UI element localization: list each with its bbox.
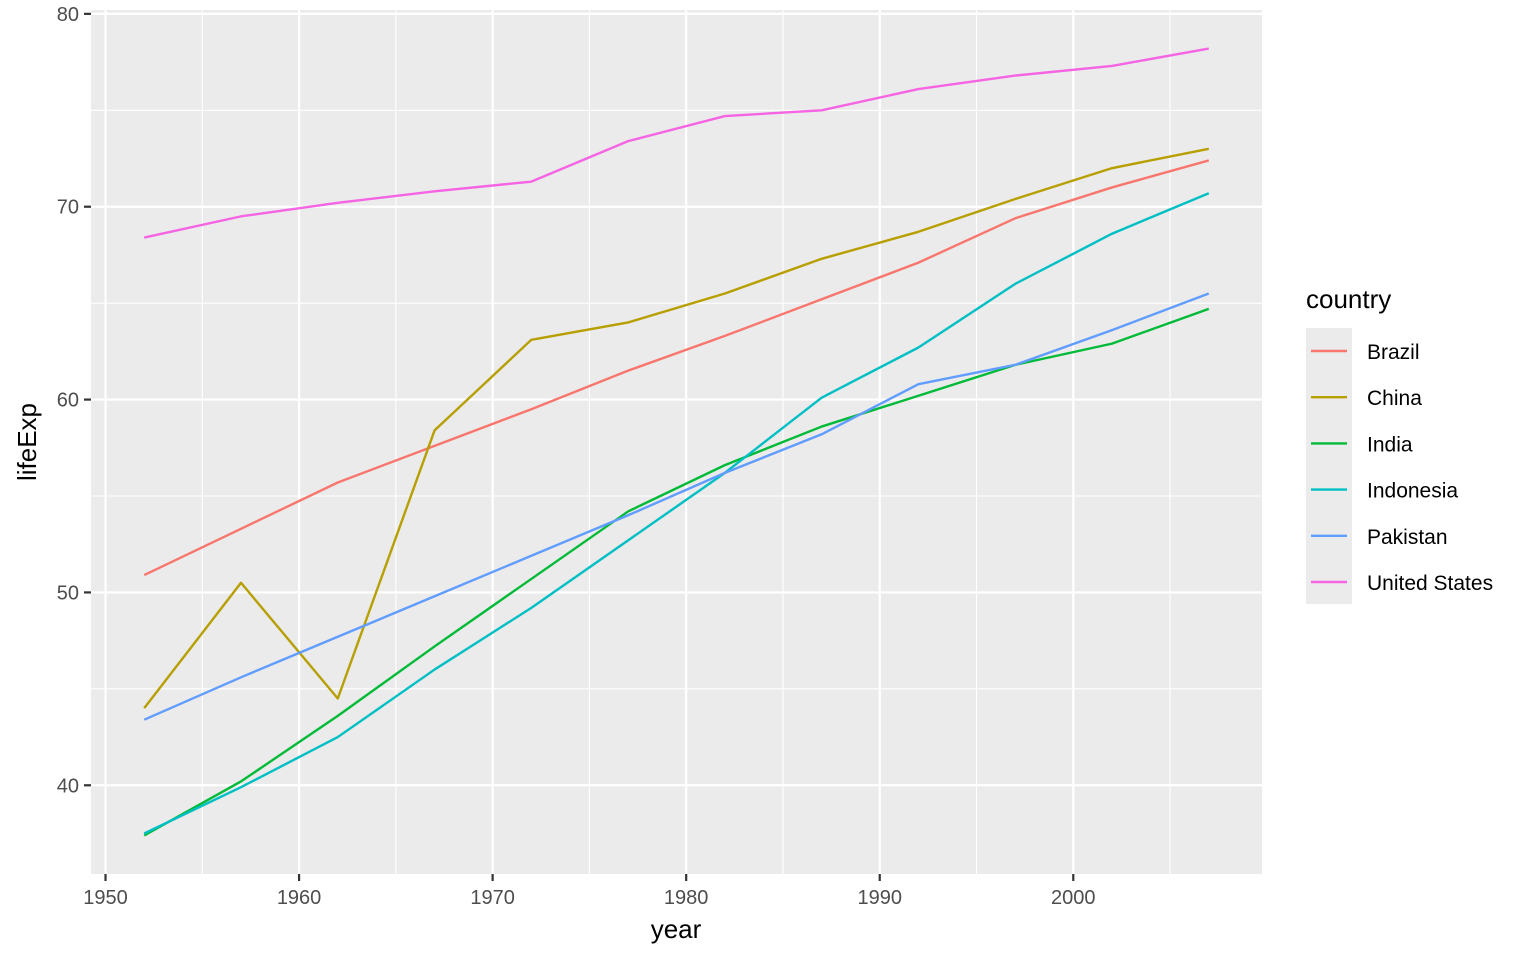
- series-line-india: [143, 307, 1210, 837]
- series-line-china: [143, 147, 1210, 709]
- x-axis: 1950 1960 1970 1980 1990 2000: [83, 874, 1096, 909]
- y-tick-label: 70: [57, 197, 79, 219]
- y-tick-label: 40: [57, 775, 79, 797]
- x-tick-label: 2000: [1051, 887, 1096, 909]
- legend-title: country: [1306, 284, 1391, 314]
- x-tick-label: 1950: [83, 887, 128, 909]
- major-gridlines: [91, 10, 1262, 874]
- y-tick-label: 50: [57, 582, 79, 604]
- y-axis: 40 50 60 70 80: [57, 4, 91, 797]
- series-line-indonesia: [143, 192, 1210, 835]
- x-axis-title: year: [651, 914, 702, 944]
- y-tick-label: 80: [57, 4, 79, 26]
- series-line-united-states: [143, 47, 1209, 239]
- series-line-brazil: [143, 159, 1210, 577]
- legend: country Brazil China India Indonesia Pakista…: [1306, 284, 1493, 604]
- series-line-pakistan: [143, 292, 1210, 721]
- series-lines: [143, 47, 1210, 837]
- x-tick-label: 1980: [664, 887, 709, 909]
- minor-gridlines: [91, 10, 1262, 874]
- legend-label-pakistan: Pakistan: [1367, 526, 1448, 549]
- legend-key-background: [1306, 328, 1352, 604]
- legend-items: Brazil China India Indonesia Pakistan United …: [1311, 341, 1493, 595]
- x-tick-label: 1960: [277, 887, 322, 909]
- y-tick-label: 60: [57, 390, 79, 412]
- y-axis-title: lifeExp: [12, 403, 42, 481]
- legend-label-indonesia: Indonesia: [1367, 480, 1458, 503]
- legend-label-brazil: Brazil: [1367, 341, 1420, 364]
- panel-background: [91, 10, 1262, 874]
- x-tick-label: 1970: [470, 887, 515, 909]
- x-tick-label: 1990: [857, 887, 902, 909]
- legend-label-united-states: United States: [1367, 572, 1493, 595]
- legend-label-india: India: [1367, 433, 1413, 456]
- legend-label-china: China: [1367, 387, 1422, 410]
